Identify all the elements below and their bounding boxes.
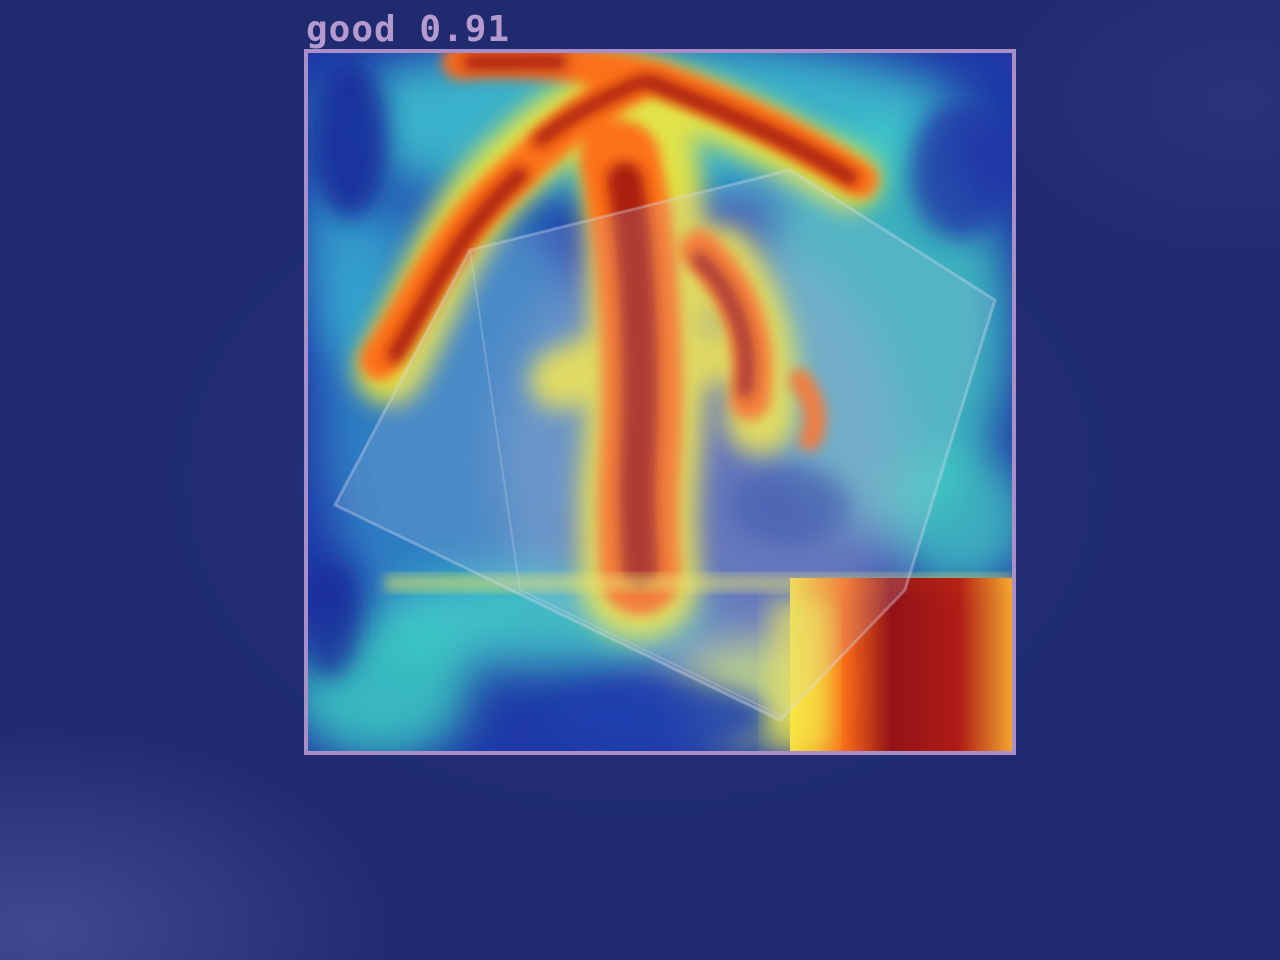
detection-box [304, 49, 1016, 755]
confidence-score: 0.91 [419, 9, 511, 50]
heatmap-region [308, 53, 1013, 751]
class-name: good [306, 9, 397, 50]
detection-label: good 0.91 [306, 10, 510, 50]
